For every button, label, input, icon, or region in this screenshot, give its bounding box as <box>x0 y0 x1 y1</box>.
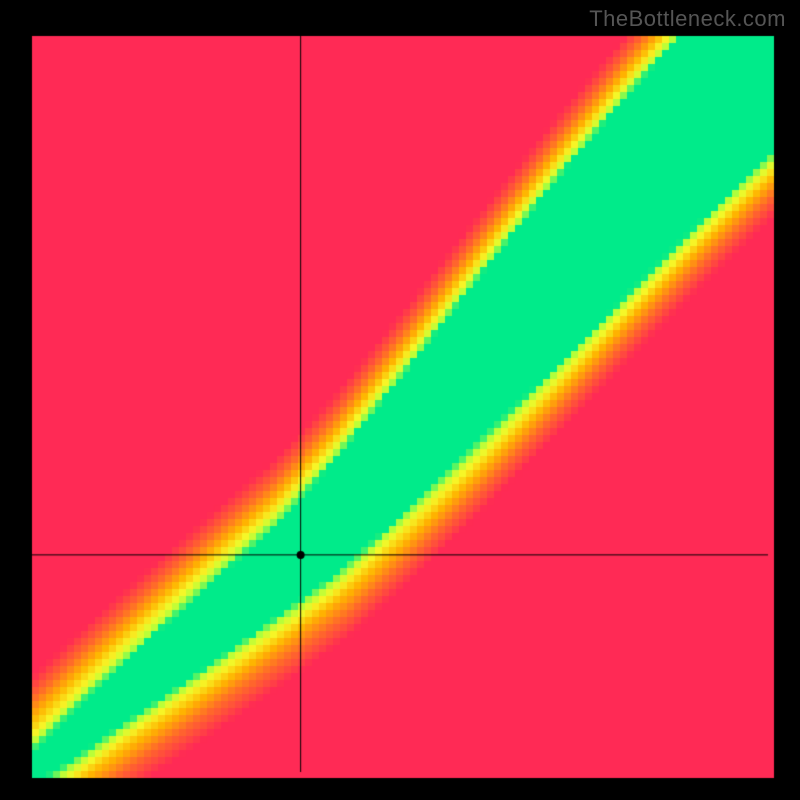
heatmap-plot <box>0 0 800 800</box>
heatmap-canvas <box>0 0 800 800</box>
watermark-text: TheBottleneck.com <box>589 6 786 32</box>
chart-container: TheBottleneck.com <box>0 0 800 800</box>
